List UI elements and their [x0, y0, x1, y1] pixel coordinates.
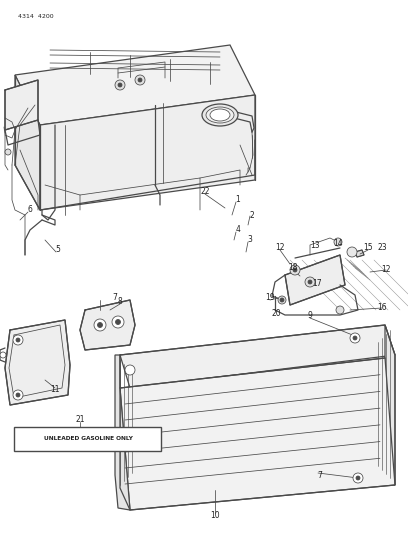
Text: 4314  4200: 4314 4200 — [18, 14, 53, 19]
Circle shape — [125, 365, 135, 375]
Polygon shape — [80, 300, 135, 350]
Polygon shape — [5, 80, 38, 130]
Circle shape — [98, 322, 102, 327]
Text: 17: 17 — [312, 279, 322, 287]
Polygon shape — [5, 320, 70, 405]
Circle shape — [112, 316, 124, 328]
Circle shape — [13, 335, 23, 345]
Text: 7: 7 — [113, 293, 118, 302]
Circle shape — [353, 473, 363, 483]
Polygon shape — [285, 255, 345, 305]
Circle shape — [293, 268, 297, 272]
Text: 15: 15 — [363, 244, 373, 253]
Text: 21: 21 — [75, 416, 85, 424]
Polygon shape — [15, 75, 40, 210]
Circle shape — [347, 247, 357, 257]
Circle shape — [290, 265, 300, 275]
Text: 20: 20 — [271, 310, 281, 319]
Circle shape — [16, 338, 20, 342]
Text: 13: 13 — [310, 240, 320, 249]
Text: 6: 6 — [28, 206, 33, 214]
Ellipse shape — [206, 107, 234, 123]
Circle shape — [94, 319, 106, 331]
Circle shape — [350, 333, 360, 343]
Polygon shape — [120, 358, 395, 510]
Circle shape — [115, 319, 120, 325]
Text: 3: 3 — [248, 236, 253, 245]
Polygon shape — [40, 95, 255, 210]
Text: 14: 14 — [333, 238, 343, 247]
Circle shape — [336, 306, 344, 314]
Text: 7: 7 — [317, 471, 322, 480]
Circle shape — [13, 390, 23, 400]
Circle shape — [5, 149, 11, 155]
Text: 1: 1 — [236, 196, 240, 205]
Circle shape — [118, 83, 122, 87]
Circle shape — [138, 78, 142, 82]
Text: 22: 22 — [200, 188, 210, 197]
Ellipse shape — [202, 104, 238, 126]
Circle shape — [308, 280, 312, 284]
Text: 19: 19 — [265, 294, 275, 303]
Circle shape — [278, 296, 286, 304]
Text: 12: 12 — [381, 265, 391, 274]
Text: 18: 18 — [288, 263, 298, 272]
Circle shape — [356, 476, 360, 480]
Circle shape — [280, 298, 284, 302]
Text: UNLEADED GASOLINE ONLY: UNLEADED GASOLINE ONLY — [44, 437, 133, 441]
Polygon shape — [120, 325, 395, 388]
Polygon shape — [355, 250, 364, 257]
Polygon shape — [115, 355, 130, 510]
Circle shape — [0, 352, 6, 358]
Text: 12: 12 — [275, 244, 285, 253]
Text: 2: 2 — [250, 211, 254, 220]
Circle shape — [16, 393, 20, 397]
Text: 23: 23 — [377, 244, 387, 253]
FancyBboxPatch shape — [14, 427, 161, 451]
Text: 8: 8 — [118, 297, 122, 306]
Text: 10: 10 — [210, 511, 220, 520]
Circle shape — [115, 80, 125, 90]
Text: 9: 9 — [308, 311, 313, 319]
Circle shape — [135, 75, 145, 85]
Polygon shape — [385, 325, 395, 485]
Circle shape — [353, 336, 357, 340]
Circle shape — [334, 238, 342, 246]
Text: 11: 11 — [50, 385, 60, 394]
Polygon shape — [15, 45, 255, 125]
Text: 4: 4 — [235, 225, 240, 235]
Ellipse shape — [210, 109, 230, 121]
Circle shape — [305, 277, 315, 287]
Text: 5: 5 — [55, 246, 60, 254]
Text: 16: 16 — [377, 303, 387, 312]
